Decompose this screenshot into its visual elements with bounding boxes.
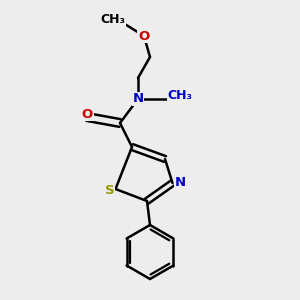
- Text: CH₃: CH₃: [100, 13, 125, 26]
- Text: S: S: [105, 184, 114, 197]
- Text: N: N: [174, 176, 186, 190]
- Text: O: O: [81, 107, 93, 121]
- Text: N: N: [132, 92, 144, 106]
- Text: O: O: [138, 29, 150, 43]
- Text: CH₃: CH₃: [167, 89, 193, 103]
